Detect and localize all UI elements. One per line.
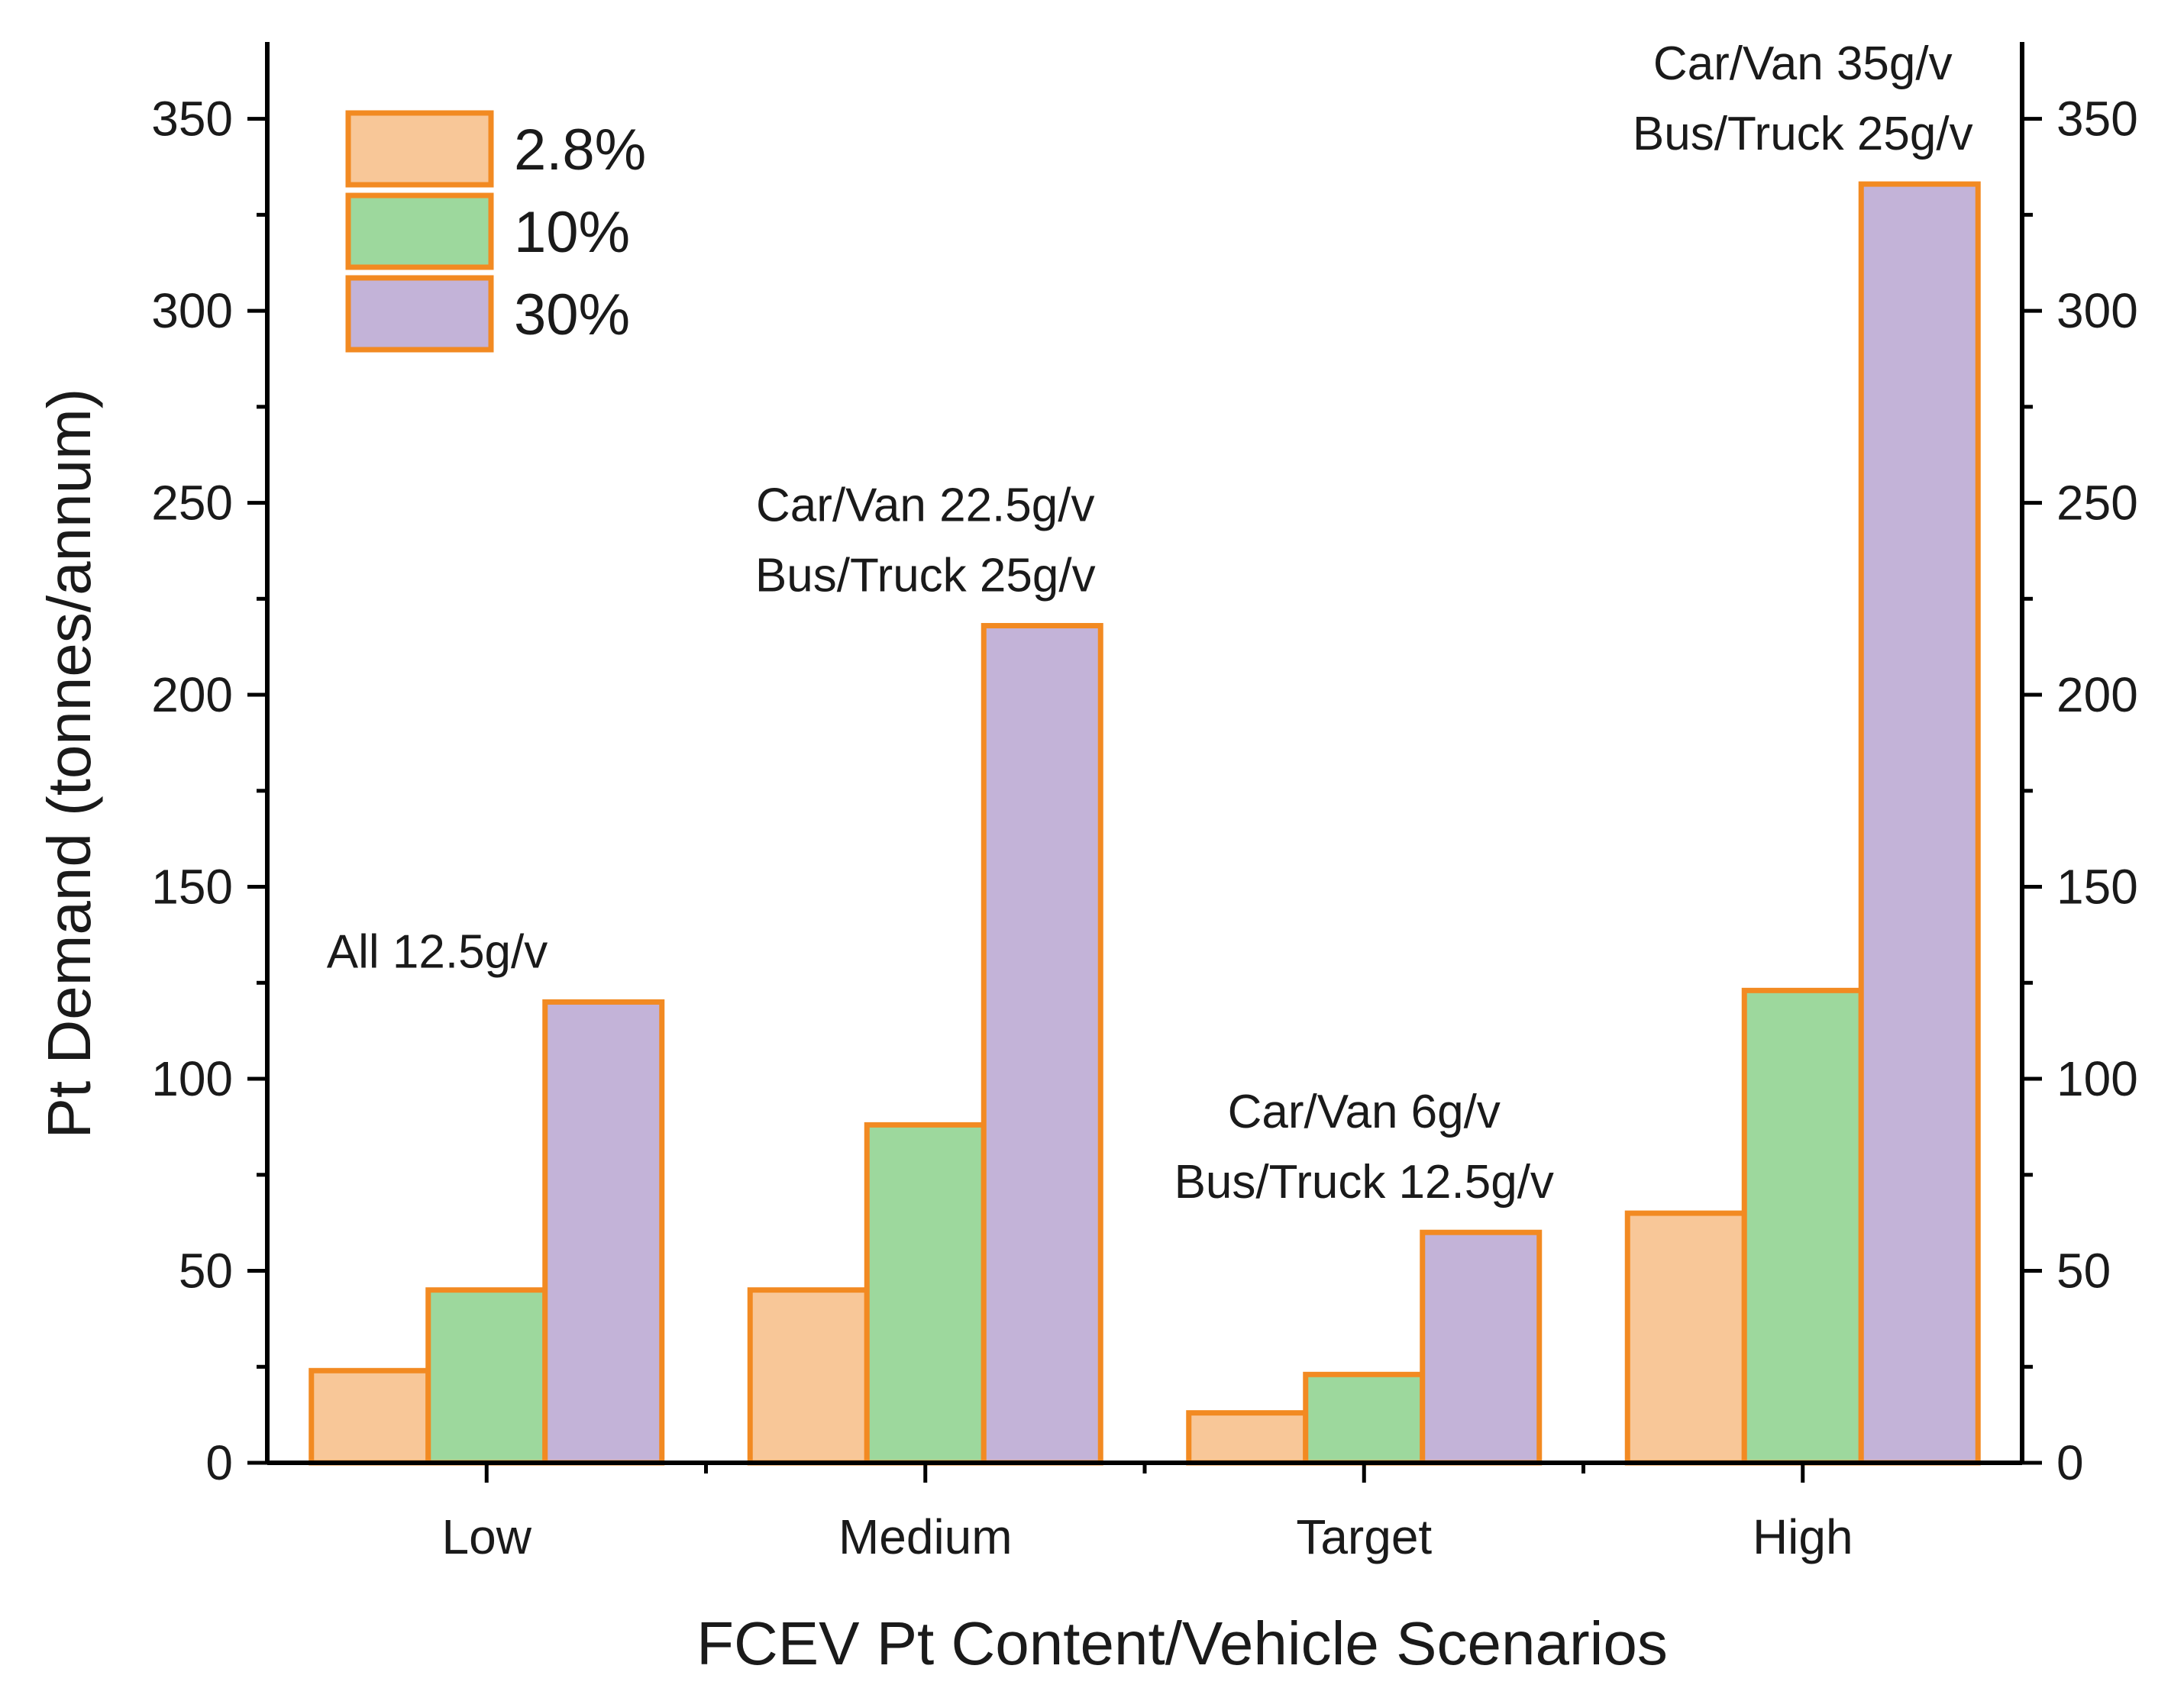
bar-medium-2	[981, 623, 1103, 1466]
y-tick-label-right: 100	[2056, 1051, 2138, 1106]
legend-label-2: 30%	[514, 282, 630, 347]
annotations-group: All 12.5g/v Car/Van 22.5g/v Bus/Truck 25g/…	[327, 37, 1973, 1209]
y-tick-label-right: 0	[2056, 1435, 2084, 1490]
legend-label-0: 2.8%	[514, 118, 646, 182]
bar-target-1	[1303, 1371, 1426, 1466]
y-tick-label-left: 200	[151, 667, 233, 722]
y-tick-label-left: 350	[151, 92, 233, 147]
y-axis-title: Pt Demand (tonnes/annum)	[35, 389, 103, 1139]
bars-group	[309, 181, 1981, 1466]
legend-swatch-1	[345, 192, 494, 270]
legend-swatch-0	[345, 110, 494, 188]
axes-group: 0 0 50 50 100 100 150 150 200 200 250 250 300 300 350 3…	[151, 42, 2138, 1564]
x-tick-label-target: Target	[1296, 1509, 1432, 1564]
y-tick-label-left: 50	[179, 1244, 233, 1299]
y-tick-label-left: 0	[205, 1435, 233, 1490]
bar-high-0	[1624, 1210, 1747, 1466]
y-tick-label-right: 300	[2056, 283, 2138, 338]
y-tick-label-left: 100	[151, 1051, 233, 1106]
annotation-low-line-0: All 12.5g/v	[327, 925, 548, 978]
bar-medium-1	[864, 1122, 987, 1466]
annotation-target-line-0: Car/Van 6g/v	[1228, 1086, 1501, 1138]
legend-label-1: 10%	[514, 200, 630, 265]
bar-medium-0	[747, 1287, 870, 1466]
legend: 2.8% 10% 30%	[345, 110, 646, 353]
x-axis-title: FCEV Pt Content/Vehicle Scenarios	[696, 1609, 1668, 1677]
annotation-high-line-0: Car/Van 35g/v	[1653, 37, 1953, 90]
y-tick-label-right: 150	[2056, 860, 2138, 915]
y-tick-label-left: 300	[151, 283, 233, 338]
annotation-target-line-1: Bus/Truck 12.5g/v	[1174, 1156, 1554, 1209]
bar-low-0	[309, 1367, 431, 1466]
x-tick-label-high: High	[1753, 1509, 1853, 1564]
annotation-medium-line-0: Car/Van 22.5g/v	[756, 479, 1094, 532]
annotation-high-line-1: Bus/Truck 25g/v	[1633, 108, 1973, 160]
y-tick-label-right: 350	[2056, 92, 2138, 147]
y-tick-label-left: 150	[151, 860, 233, 915]
bar-low-1	[425, 1287, 548, 1466]
y-tick-label-left: 250	[151, 476, 233, 531]
bar-high-1	[1741, 987, 1864, 1466]
annotation-medium-line-1: Bus/Truck 25g/v	[755, 550, 1096, 602]
bar-target-2	[1420, 1229, 1543, 1466]
bar-low-2	[542, 999, 665, 1466]
legend-swatch-2	[345, 275, 494, 353]
x-tick-label-medium: Medium	[838, 1509, 1013, 1564]
bar-target-0	[1186, 1410, 1309, 1466]
bar-high-2	[1858, 181, 1981, 1466]
y-tick-label-right: 250	[2056, 476, 2138, 531]
y-tick-label-right: 50	[2056, 1244, 2111, 1299]
y-tick-label-right: 200	[2056, 667, 2138, 722]
x-tick-label-low: Low	[442, 1509, 532, 1564]
